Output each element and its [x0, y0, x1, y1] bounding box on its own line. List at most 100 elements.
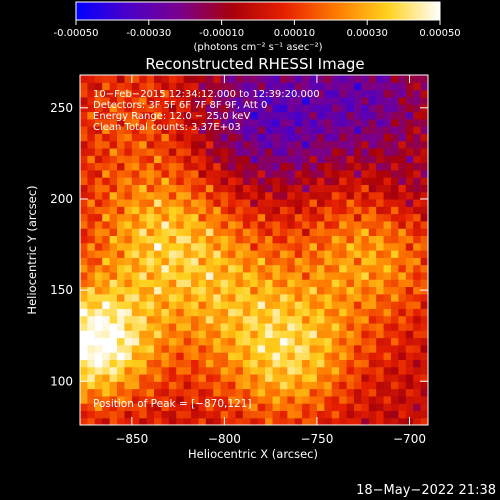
heatmap-cell [109, 410, 118, 419]
heatmap-cell [353, 257, 362, 266]
heatmap-cell [302, 257, 311, 266]
heatmap-cell [213, 417, 222, 425]
heatmap-cell [420, 257, 428, 266]
heatmap-cell [168, 279, 177, 288]
heatmap-cell [390, 293, 399, 302]
heatmap-cell [294, 206, 303, 215]
heatmap-cell [398, 352, 407, 360]
chart-title: Reconstructed RHESSI Image [145, 55, 364, 73]
heatmap-cell [161, 147, 170, 156]
heatmap-cell [257, 162, 266, 171]
heatmap-cell [316, 279, 325, 288]
heatmap-cell [146, 228, 155, 237]
heatmap-cell [183, 169, 192, 178]
heatmap-cell [117, 337, 126, 346]
heatmap-cell [80, 82, 88, 91]
heatmap-cell [117, 140, 126, 149]
heatmap-cell [361, 89, 370, 98]
heatmap-cell [331, 315, 340, 324]
heatmap-cell [87, 133, 96, 142]
heatmap-cell [368, 235, 377, 244]
heatmap-cell [168, 126, 177, 134]
heatmap-cell [265, 337, 274, 346]
heatmap-cell [117, 286, 126, 295]
heatmap-cell [398, 89, 407, 98]
heatmap-cell [376, 162, 385, 171]
heatmap-cell [102, 315, 111, 324]
heatmap-cell [361, 111, 370, 120]
heatmap-cell [191, 264, 200, 273]
heatmap-cell [390, 301, 399, 309]
heatmap-cell [339, 373, 348, 382]
heatmap-cell [87, 359, 96, 368]
heatmap-cell [124, 322, 133, 331]
heatmap-cell [139, 140, 148, 149]
heatmap-cell [376, 373, 385, 382]
heatmap-cell [398, 111, 407, 120]
heatmap-cell [339, 242, 348, 251]
heatmap-cell [161, 271, 170, 280]
heatmap-cell [420, 301, 428, 309]
heatmap-cell [324, 177, 333, 185]
heatmap-cell [265, 286, 274, 295]
heatmap-cell [220, 133, 229, 142]
heatmap-cell [383, 198, 392, 207]
heatmap-cell [94, 279, 103, 288]
heatmap-cell [324, 271, 333, 280]
heatmap-cell [316, 359, 325, 368]
heatmap-cell [87, 184, 96, 193]
heatmap-cell [302, 286, 311, 295]
heatmap-cell [302, 410, 311, 419]
heatmap-cell [265, 301, 274, 309]
heatmap-cell [390, 337, 399, 346]
heatmap-cell [124, 184, 133, 193]
heatmap-cell [390, 250, 399, 258]
heatmap-cell [294, 388, 303, 397]
heatmap-cell [154, 381, 163, 390]
heatmap-cell [265, 82, 274, 91]
heatmap-cell [139, 118, 148, 127]
heatmap-cell [316, 301, 325, 309]
heatmap-cell [198, 198, 207, 207]
heatmap-cell [287, 126, 296, 134]
heatmap-cell [302, 140, 311, 149]
heatmap-cell [80, 133, 88, 142]
heatmap-cell [376, 286, 385, 295]
heatmap-cell [168, 257, 177, 266]
heatmap-cell [228, 198, 237, 207]
heatmap-cell [117, 410, 126, 419]
heatmap-cell [331, 403, 340, 412]
heatmap-cell [287, 213, 296, 222]
heatmap-cell [279, 111, 288, 120]
heatmap-cell [316, 96, 325, 105]
heatmap-cell [376, 388, 385, 397]
heatmap-cell [346, 308, 355, 317]
heatmap-cell [154, 82, 163, 91]
heatmap-cell [376, 250, 385, 258]
heatmap-cell [183, 213, 192, 222]
heatmap-cell [405, 359, 414, 368]
heatmap-cell [257, 133, 266, 142]
heatmap-cell [390, 220, 399, 229]
heatmap-cell [168, 155, 177, 164]
heatmap-cell [368, 257, 377, 266]
heatmap-cell [361, 403, 370, 412]
heatmap-cell [383, 250, 392, 258]
heatmap-cell [154, 366, 163, 375]
heatmap-cell [168, 140, 177, 149]
heatmap-cell [405, 271, 414, 280]
heatmap-cell [205, 228, 214, 237]
heatmap-cell [405, 250, 414, 258]
heatmap-cell [279, 279, 288, 288]
heatmap-cell [413, 359, 422, 368]
heatmap-cell [390, 359, 399, 368]
heatmap-cell [331, 96, 340, 105]
heatmap-cell [146, 410, 155, 419]
heatmap-cell [257, 250, 266, 258]
heatmap-cell [124, 264, 133, 273]
heatmap-cell [94, 155, 103, 164]
heatmap-cell [368, 206, 377, 215]
heatmap-cell [154, 257, 163, 266]
heatmap-cell [205, 315, 214, 324]
observation-info: 10−Feb−2015 12:34:12.000 to 12:39:20.000… [93, 89, 320, 133]
